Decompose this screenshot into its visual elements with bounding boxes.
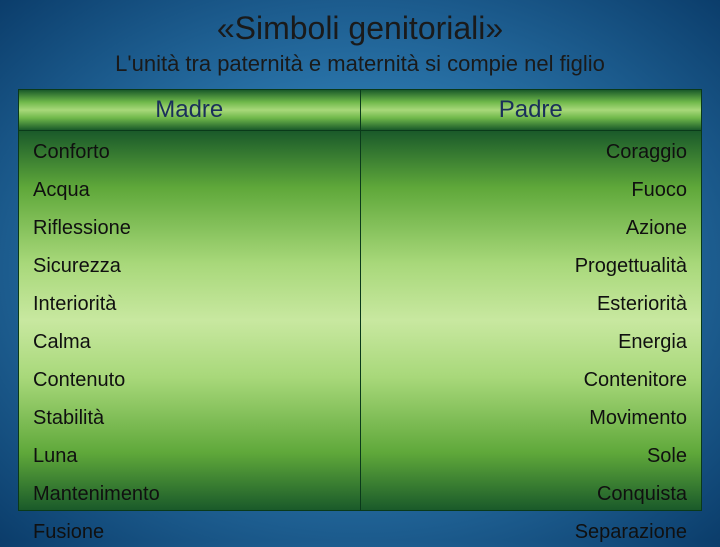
list-item: Luna [33,441,346,471]
list-item: Riflessione [33,213,346,243]
list-item: Coraggio [606,137,687,167]
list-item: Sole [647,441,687,471]
list-item: Stabilità [33,403,346,433]
body-cell-padre: Coraggio Fuoco Azione Progettualità Este… [361,131,702,510]
comparison-table: Madre Padre Conforto Acqua Riflessione S… [18,89,702,511]
list-item: Conforto [33,137,346,167]
list-item: Progettualità [575,251,687,281]
slide-subtitle: L'unità tra paternità e maternità si com… [0,51,720,77]
table-header-row: Madre Padre [18,89,702,131]
list-item: Calma [33,327,346,357]
list-item: Interiorità [33,289,346,319]
body-cell-madre: Conforto Acqua Riflessione Sicurezza Int… [19,131,361,510]
list-item: Contenitore [584,365,687,395]
list-item: Movimento [589,403,687,433]
list-item: Fuoco [631,175,687,205]
list-item: Conquista [597,479,687,509]
list-item: Separazione [575,517,687,547]
header-cell-padre: Padre [361,90,702,130]
list-item: Esteriorità [597,289,687,319]
list-item: Azione [626,213,687,243]
list-item: Fusione [33,517,346,547]
list-item: Sicurezza [33,251,346,281]
list-item: Energia [618,327,687,357]
header-cell-madre: Madre [19,90,361,130]
list-item: Mantenimento [33,479,346,509]
list-item: Contenuto [33,365,346,395]
slide: «Simboli genitoriali» L'unità tra patern… [0,0,720,540]
table-body-row: Conforto Acqua Riflessione Sicurezza Int… [18,131,702,511]
list-item: Acqua [33,175,346,205]
slide-title: «Simboli genitoriali» [0,10,720,47]
